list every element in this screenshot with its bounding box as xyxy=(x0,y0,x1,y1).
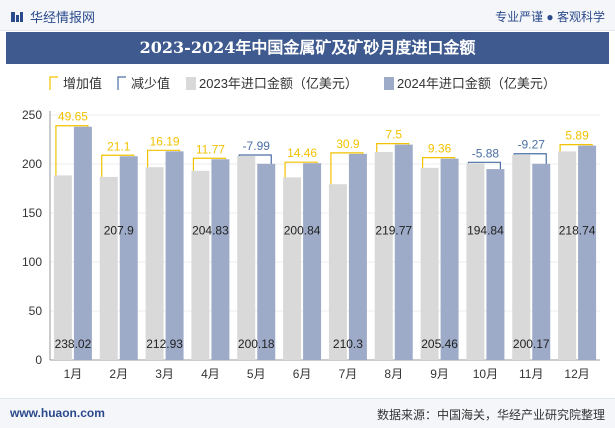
x-tick-label: 11月 xyxy=(519,367,543,381)
bar-2024[interactable] xyxy=(257,163,276,360)
change-label: 16.19 xyxy=(150,134,180,148)
bar-2024[interactable] xyxy=(303,163,322,360)
legend-label-dec: 减少值 xyxy=(131,76,170,91)
value-label-2024: 210.3 xyxy=(333,337,363,351)
decrease-bracket xyxy=(467,161,502,170)
change-label: 7.5 xyxy=(385,128,402,142)
bar-2023[interactable] xyxy=(99,176,118,360)
x-tick-label: 7月 xyxy=(339,367,358,381)
bar-2023[interactable] xyxy=(237,155,256,360)
x-tick-label: 6月 xyxy=(293,367,312,381)
y-tick-label: 150 xyxy=(22,206,42,220)
legend-swatch-inc xyxy=(49,76,58,90)
y-tick-label: 200 xyxy=(22,157,42,171)
decrease-bracket xyxy=(513,153,547,164)
change-label: -9.27 xyxy=(518,138,546,152)
footer-source: 数据来源：中国海关，华经产业研究院整理 xyxy=(376,408,605,422)
brand[interactable]: 华经情报网 xyxy=(10,7,95,26)
legend-swatch-dec xyxy=(117,76,126,90)
bar-2023[interactable] xyxy=(283,177,302,360)
value-label-2024: 205.46 xyxy=(421,337,458,351)
x-tick-label: 4月 xyxy=(201,367,220,381)
x-tick-label: 5月 xyxy=(247,367,266,381)
legend-label-inc: 增加值 xyxy=(63,76,102,91)
y-tick-label: 100 xyxy=(22,255,42,269)
increase-bracket xyxy=(101,154,135,177)
value-label-2024: 194.84 xyxy=(467,224,504,238)
bar-2023[interactable] xyxy=(191,170,210,360)
y-tick-label: 50 xyxy=(29,304,43,318)
increase-bracket xyxy=(146,149,181,168)
value-label-2024: 218.74 xyxy=(559,224,596,238)
bar-2024[interactable] xyxy=(394,144,413,360)
y-tick-label: 0 xyxy=(35,353,42,367)
bar-2024[interactable] xyxy=(165,151,184,360)
legend-label-y24: 2024年进口金额（亿美元） xyxy=(397,76,556,91)
change-label: 9.36 xyxy=(428,142,452,156)
footer-site-link[interactable]: www.huaon.com xyxy=(10,406,105,420)
value-label-2024: 212.93 xyxy=(146,337,183,351)
increase-bracket xyxy=(192,157,227,171)
value-label-2024: 207.9 xyxy=(104,224,134,238)
legend-label-y23: 2023年进口金额（亿美元） xyxy=(199,76,358,91)
change-label: 14.46 xyxy=(287,146,317,160)
value-label-2024: 200.18 xyxy=(238,337,275,351)
value-label-2024: 238.02 xyxy=(55,337,92,351)
value-label-2024: 200.17 xyxy=(513,337,550,351)
bar-2024[interactable] xyxy=(211,159,230,360)
chart-svg: 增加值 减少值 2023年进口金额（亿美元） 2024年进口金额（亿美元） 0 50 100… xyxy=(22,76,600,381)
bar-2023[interactable] xyxy=(53,175,72,360)
x-tick-label: 8月 xyxy=(384,367,403,381)
x-tick-label: 10月 xyxy=(473,367,498,381)
change-label: 5.89 xyxy=(565,129,589,143)
increase-bracket xyxy=(559,144,593,152)
change-label: 30.9 xyxy=(336,137,360,151)
bar-2023[interactable] xyxy=(420,167,439,360)
x-tick-label: 2月 xyxy=(109,367,128,381)
increase-bracket xyxy=(376,143,410,152)
bar-2024[interactable] xyxy=(73,126,92,360)
change-label: -5.88 xyxy=(472,146,500,160)
bar-2023[interactable] xyxy=(328,184,347,360)
change-label: 21.1 xyxy=(107,139,131,153)
increase-bracket xyxy=(330,152,364,185)
legend-swatch-y24 xyxy=(384,77,394,90)
y-tick-label: 250 xyxy=(22,108,42,122)
increase-bracket xyxy=(421,157,456,168)
x-tick-label: 3月 xyxy=(155,367,174,381)
bar-2024[interactable] xyxy=(486,169,505,360)
value-label-2024: 204.83 xyxy=(192,224,229,238)
bar-2023[interactable] xyxy=(466,163,485,360)
bar-2023[interactable] xyxy=(374,151,393,360)
brand-name: 华经情报网 xyxy=(30,10,96,25)
increase-bracket xyxy=(284,161,318,178)
bar-2023[interactable] xyxy=(145,167,164,360)
brand-logo-icon xyxy=(10,10,24,24)
decrease-bracket xyxy=(238,154,272,164)
bar-2023[interactable] xyxy=(558,151,577,360)
motto: 专业严谨 ● 客观科学 xyxy=(495,10,605,24)
chart-title: 2023-2024年中国金属矿及矿砂月度进口金额 xyxy=(6,32,609,64)
increase-bracket xyxy=(55,125,89,176)
value-label-2024: 219.77 xyxy=(375,224,412,238)
top-bar: 华经情报网 专业严谨 ● 客观科学 xyxy=(0,0,615,31)
legend-swatch-y23 xyxy=(186,77,196,90)
bar-2023[interactable] xyxy=(512,154,531,360)
bar-2024[interactable] xyxy=(440,158,459,360)
change-label: 11.77 xyxy=(196,142,225,156)
x-tick-label: 1月 xyxy=(64,367,83,381)
bar-2024[interactable] xyxy=(119,156,138,360)
value-label-2024: 200.84 xyxy=(284,224,321,238)
footer: www.huaon.com 数据来源：中国海关，华经产业研究院整理 xyxy=(0,398,615,428)
bar-2024[interactable] xyxy=(578,145,597,360)
x-tick-label: 12月 xyxy=(564,367,589,381)
bar-2024[interactable] xyxy=(532,163,551,360)
change-label: -7.99 xyxy=(243,139,271,153)
bar-2024[interactable] xyxy=(348,153,367,360)
change-label: 49.65 xyxy=(58,110,88,124)
x-tick-label: 9月 xyxy=(430,367,449,381)
